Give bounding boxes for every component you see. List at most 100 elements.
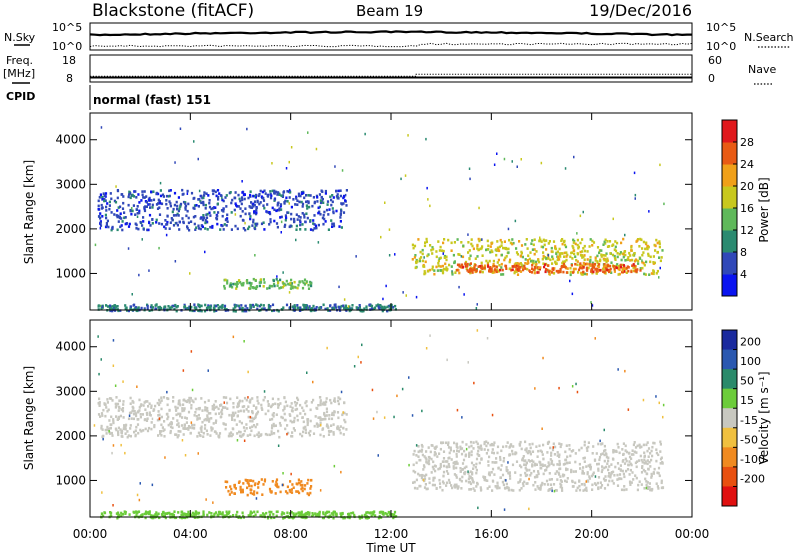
velocity-cell-3 — [621, 448, 624, 451]
power-cell-3 — [634, 258, 638, 261]
velocity-cell-2 — [349, 515, 352, 518]
power-cell-0 — [161, 193, 165, 197]
velocity-cell-3 — [565, 444, 568, 447]
power-cell-2 — [386, 309, 389, 313]
power-cell-2 — [127, 309, 130, 313]
velocity-cell-2 — [315, 514, 318, 517]
power-cell-0 — [166, 215, 169, 218]
power-cell-3 — [649, 260, 652, 264]
velocity-cell-3 — [445, 481, 449, 485]
power-cell-0 — [121, 220, 124, 223]
velocity-cell-3 — [486, 479, 489, 482]
power-cell-0 — [143, 209, 147, 213]
nsearch-line — [89, 42, 693, 48]
power-cell-2 — [234, 310, 237, 313]
power-cell-0 — [176, 212, 179, 216]
power-cell-2 — [312, 304, 315, 308]
power-cell-2 — [116, 308, 119, 311]
velocity-cell-3 — [589, 467, 592, 471]
nsky-label: N.Sky — [4, 31, 36, 44]
velocity-cell-0 — [144, 418, 147, 421]
velocity-cell-1 — [230, 487, 233, 491]
velocity-cell-3 — [493, 461, 496, 464]
velocity-cell-0 — [337, 396, 340, 399]
velocity-cell-3 — [438, 478, 441, 482]
velocity-cell-0 — [299, 412, 302, 415]
velocity-cell-3 — [455, 452, 458, 456]
velocity-cell-0 — [194, 411, 197, 414]
power-cell-1 — [249, 284, 252, 287]
velocity-cell-0 — [157, 414, 160, 417]
power-cell-0 — [283, 202, 286, 205]
power-cell-0 — [130, 212, 133, 216]
power-cell-0 — [116, 228, 119, 232]
velocity-cell-0 — [270, 426, 274, 430]
velocity-cell-3 — [412, 481, 415, 484]
velocity-cell-0 — [278, 421, 282, 425]
velocity-cell-3 — [505, 468, 508, 472]
power-cell-3 — [444, 268, 447, 271]
power-cell-0 — [157, 192, 160, 196]
power-cell-0 — [188, 228, 191, 232]
velocity-cell-0 — [233, 418, 236, 422]
velocity-cell-1 — [238, 480, 241, 483]
power-noise-cell — [481, 238, 483, 241]
velocity-cell-0 — [111, 399, 114, 402]
power-cell-4 — [590, 268, 593, 272]
velocity-cell-3 — [442, 481, 445, 485]
velocity-cell-0 — [327, 429, 331, 433]
velocity-cell-0 — [337, 402, 340, 406]
velocity-cell-0 — [141, 413, 144, 416]
velocity-cell-0 — [264, 412, 267, 416]
power-cell-0 — [284, 199, 287, 203]
velocity-cell-3 — [583, 460, 586, 463]
velocity-cell-0 — [161, 426, 164, 429]
velocity-cell-3 — [630, 463, 633, 467]
velocity-cell-3 — [586, 472, 589, 476]
velocity-noise-cell — [184, 454, 187, 457]
velocity-cell-1 — [263, 478, 267, 481]
velocity-cell-2 — [193, 512, 196, 516]
power-cell-2 — [215, 304, 218, 308]
power-cell-0 — [151, 206, 154, 209]
power-cell-4 — [510, 268, 513, 272]
power-cell-3 — [513, 271, 516, 275]
velocity-cell-2 — [177, 511, 180, 514]
power-cell-0 — [208, 201, 211, 205]
power-cell-4 — [456, 268, 459, 272]
power-cell-3 — [564, 245, 568, 249]
power-cell-0 — [205, 216, 209, 220]
power-cell-2 — [260, 307, 264, 311]
power-cell-3 — [565, 258, 568, 262]
velocity-cell-3 — [429, 450, 432, 454]
power-cell-2 — [394, 308, 397, 311]
velocity-cell-3 — [472, 441, 475, 444]
velocity-cell-0 — [316, 425, 319, 428]
velocity-cell-1 — [263, 479, 266, 483]
velocity-noise-cell — [319, 489, 322, 492]
power-colorbar-segment — [722, 120, 737, 143]
power-cell-0 — [276, 208, 279, 212]
velocity-cell-3 — [413, 449, 416, 453]
power-noise-cell — [400, 177, 402, 181]
velocity-noise-cell — [281, 483, 284, 487]
velocity-cell-0 — [281, 416, 284, 420]
power-cell-4 — [608, 270, 611, 274]
velocity-cell-0 — [121, 407, 125, 410]
velocity-cell-0 — [296, 396, 299, 400]
power-cell-0 — [128, 222, 131, 226]
power-cell-0 — [256, 199, 259, 203]
power-cell-4 — [511, 268, 514, 271]
power-cell-3 — [495, 248, 498, 251]
power-cell-3 — [563, 255, 566, 258]
velocity-cell-3 — [631, 471, 634, 474]
velocity-cell-2 — [380, 511, 383, 514]
power-cell-0 — [255, 206, 258, 210]
velocity-cell-1 — [306, 482, 309, 485]
velocity-noise-cell — [243, 439, 246, 442]
velocity-cell-1 — [230, 491, 233, 494]
power-cell-0 — [229, 191, 232, 194]
power-cell-0 — [301, 205, 304, 208]
velocity-cell-3 — [427, 459, 430, 462]
